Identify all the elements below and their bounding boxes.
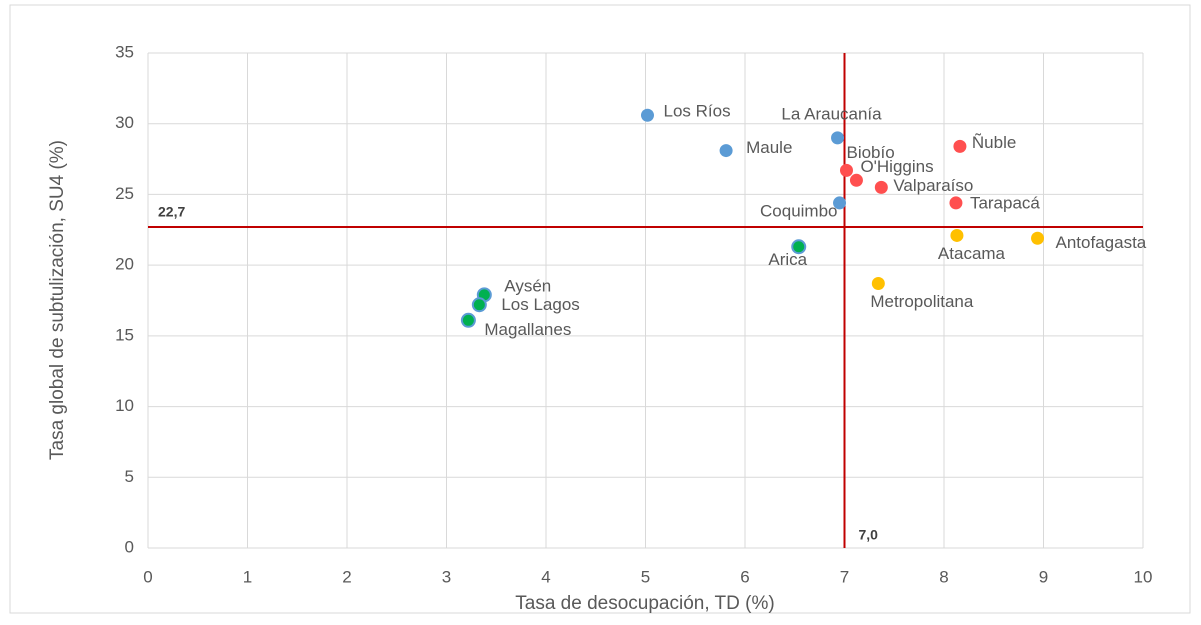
- point-label: O'Higgins: [860, 157, 933, 176]
- point: [950, 228, 964, 242]
- point-label: Maule: [746, 138, 792, 157]
- y-tick-label: 15: [115, 325, 134, 344]
- point: [839, 163, 853, 177]
- point: [640, 108, 654, 122]
- point-label: Los Lagos: [501, 295, 579, 314]
- x-tick-label: 0: [143, 567, 152, 586]
- y-axis-label: Tasa global de subtulización, SU4 (%): [47, 140, 68, 460]
- point-label: Valparaíso: [893, 176, 973, 195]
- point-label: Magallanes: [484, 320, 571, 339]
- point: [833, 196, 847, 210]
- y-tick-label: 0: [125, 537, 134, 556]
- reference-label: 7,0: [859, 527, 879, 543]
- x-tick-label: 6: [740, 567, 749, 586]
- point: [1031, 231, 1045, 245]
- x-axis-label: Tasa de desocupación, TD (%): [515, 593, 774, 614]
- x-tick-label: 7: [840, 567, 849, 586]
- point-label: Biobío: [846, 143, 894, 162]
- chart-frame: [9, 4, 1191, 614]
- point-label: Antofagasta: [1056, 233, 1147, 252]
- point-label: Coquimbo: [760, 201, 838, 220]
- reference-label: 22,7: [158, 204, 185, 220]
- point-label: Atacama: [938, 244, 1006, 263]
- y-tick-label: 20: [115, 255, 134, 274]
- y-tick-label: 10: [115, 396, 134, 415]
- x-tick-label: 9: [1039, 567, 1048, 586]
- y-tick-label: 5: [125, 467, 134, 486]
- x-tick-label: 2: [342, 567, 351, 586]
- point-label: Arica: [768, 250, 807, 269]
- point-label: Tarapacá: [970, 193, 1040, 212]
- y-tick-label: 35: [115, 42, 134, 61]
- point-label: Los Ríos: [663, 102, 730, 121]
- x-tick-label: 10: [1134, 567, 1153, 586]
- point: [949, 196, 963, 210]
- point: [874, 180, 888, 194]
- point-label: Aysén: [504, 276, 551, 295]
- point: [831, 131, 845, 145]
- point: [471, 297, 487, 313]
- point: [719, 144, 733, 158]
- y-tick-label: 30: [115, 113, 134, 132]
- x-tick-label: 8: [939, 567, 948, 586]
- x-tick-label: 3: [442, 567, 451, 586]
- point-label: Metropolitana: [870, 292, 974, 311]
- point: [871, 277, 885, 291]
- x-tick-label: 1: [243, 567, 252, 586]
- x-tick-label: 4: [541, 567, 550, 586]
- y-tick-label: 25: [115, 184, 134, 203]
- point: [460, 312, 476, 328]
- point: [953, 139, 967, 153]
- x-tick-label: 5: [641, 567, 650, 586]
- point-label: Ñuble: [972, 133, 1016, 152]
- point: [791, 239, 807, 255]
- point: [849, 173, 863, 187]
- point-label: La Araucanía: [781, 104, 882, 123]
